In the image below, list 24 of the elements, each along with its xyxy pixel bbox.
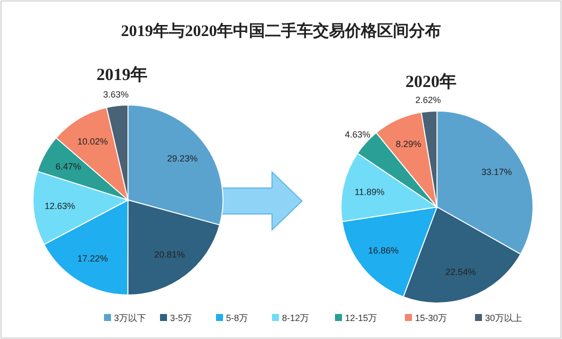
legend-label: 3万以下	[114, 313, 146, 323]
data-label: 17.22%	[77, 254, 108, 264]
chart-title: 2019年	[96, 65, 148, 84]
data-label: 8.29%	[396, 139, 422, 150]
data-label: 11.89%	[354, 186, 384, 197]
chart-title: 2020年	[406, 72, 456, 91]
data-label: 3.63%	[103, 89, 129, 100]
data-label: 2.62%	[415, 94, 441, 105]
data-label: 4.63%	[344, 130, 370, 140]
text: 2019年与2020年中国二手车交易价格区间分布	[121, 21, 441, 40]
data-label: 33.17%	[481, 167, 512, 178]
legend-label: 5-8万	[226, 313, 248, 323]
data-label: 29.23%	[167, 153, 198, 164]
legend-label: 12-15万	[345, 313, 378, 323]
data-label: 10.02%	[77, 136, 108, 146]
data-label: 16.86%	[368, 246, 399, 256]
legend-label: 15-30万	[415, 313, 448, 323]
data-label: 20.81%	[154, 249, 185, 260]
data-label: 6.47%	[56, 162, 82, 172]
data-label: 12.63%	[44, 201, 76, 212]
legend-label: 30万以上	[485, 313, 522, 323]
legend-label: 3-5万	[170, 313, 192, 323]
data-label: 22.54%	[445, 266, 476, 277]
legend-label: 8-12万	[282, 313, 310, 323]
